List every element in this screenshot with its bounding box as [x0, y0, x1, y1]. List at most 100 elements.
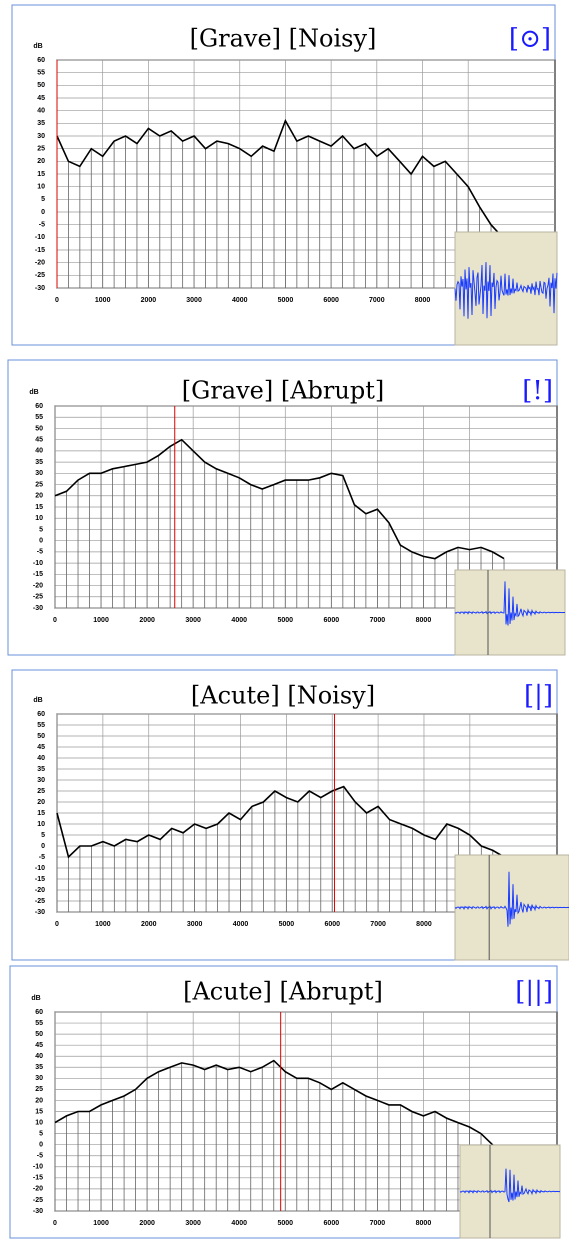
y-tick-label: 35 — [37, 120, 45, 127]
y-tick-label: -5 — [37, 1153, 43, 1160]
y-tick-label: 50 — [37, 733, 45, 740]
y-tick-label: 50 — [35, 1031, 43, 1038]
y-tick-label: -25 — [35, 898, 45, 905]
y-tick-label: 60 — [37, 711, 45, 718]
y-tick-label: 40 — [35, 1053, 43, 1060]
y-axis-label: dB — [33, 43, 42, 50]
y-tick-label: 10 — [37, 821, 45, 828]
x-tick-label: 5000 — [278, 297, 294, 304]
y-tick-label: 60 — [35, 1009, 43, 1016]
spectrum-panel: [Acute] [Noisy] [|]dB60555045403530252015… — [11, 669, 569, 961]
x-tick-label: 7000 — [369, 297, 385, 304]
y-tick-label: 30 — [35, 1075, 43, 1082]
y-tick-label: -20 — [33, 1186, 43, 1193]
x-tick-label: 3000 — [187, 921, 203, 928]
y-tick-label: 40 — [35, 448, 43, 455]
y-tick-label: 30 — [35, 470, 43, 477]
y-tick-label: 15 — [37, 171, 45, 178]
y-tick-label: 60 — [35, 403, 43, 410]
y-tick-label: 10 — [35, 515, 43, 522]
x-tick-label: 2000 — [139, 617, 155, 624]
y-tick-label: -15 — [35, 876, 45, 883]
waveform — [454, 581, 565, 626]
x-tick-label: 8000 — [416, 1220, 432, 1227]
chart-title: [Grave] [Abrupt] — [182, 377, 384, 405]
x-tick-label: 0 — [55, 921, 59, 928]
y-tick-label: -30 — [33, 605, 43, 612]
y-tick-label: -20 — [35, 887, 45, 894]
spectrum-line — [56, 785, 505, 859]
y-tick-label: 35 — [35, 1064, 43, 1071]
x-tick-label: 5000 — [277, 617, 293, 624]
y-tick-label: -20 — [33, 582, 43, 589]
x-tick-label: 6000 — [324, 617, 340, 624]
y-tick-label: 45 — [35, 437, 43, 444]
y-tick-label: 10 — [35, 1119, 43, 1126]
y-tick-label: -15 — [33, 571, 43, 578]
y-tick-label: 15 — [35, 504, 43, 511]
x-tick-label: 8000 — [415, 297, 431, 304]
x-tick-label: 4000 — [231, 617, 247, 624]
waveform — [454, 262, 558, 319]
x-tick-label: 2000 — [139, 1220, 155, 1227]
x-tick-label: 4000 — [232, 297, 248, 304]
y-tick-label: -5 — [39, 854, 45, 861]
y-tick-label: 20 — [37, 799, 45, 806]
y-tick-label: 5 — [41, 832, 45, 839]
y-tick-label: 0 — [39, 538, 43, 545]
y-tick-label: 45 — [37, 744, 45, 751]
y-tick-label: 45 — [35, 1042, 43, 1049]
x-tick-label: 2000 — [141, 921, 157, 928]
x-tick-label: 3000 — [185, 617, 201, 624]
y-tick-label: -30 — [35, 909, 45, 916]
y-tick-label: -5 — [37, 549, 43, 556]
spectrum-line — [56, 118, 504, 238]
y-tick-label: -25 — [33, 1197, 43, 1204]
y-tick-label: 20 — [35, 1097, 43, 1104]
x-tick-label: 0 — [55, 297, 59, 304]
x-tick-label: 6000 — [323, 297, 339, 304]
mode-symbol: [⊙] — [509, 24, 551, 54]
x-tick-label: 1000 — [95, 297, 111, 304]
x-tick-label: 3000 — [186, 297, 202, 304]
y-tick-label: 35 — [37, 766, 45, 773]
x-tick-label: 8000 — [416, 921, 432, 928]
y-tick-label: 0 — [39, 1142, 43, 1149]
x-tick-label: 7000 — [370, 617, 386, 624]
y-tick-label: 5 — [39, 526, 43, 533]
y-tick-label: 15 — [37, 810, 45, 817]
y-axis-label: dB — [29, 389, 38, 396]
waveform — [454, 871, 569, 927]
y-tick-label: 55 — [35, 414, 43, 421]
y-tick-label: -15 — [35, 247, 45, 254]
y-tick-label: 30 — [37, 777, 45, 784]
y-tick-label: -10 — [33, 560, 43, 567]
x-tick-label: 6000 — [324, 921, 340, 928]
y-tick-label: -30 — [33, 1208, 43, 1215]
y-tick-label: 55 — [35, 1020, 43, 1027]
y-tick-label: 40 — [37, 108, 45, 115]
x-tick-label: 7000 — [370, 1220, 386, 1227]
spectrum-panel: [Acute] [Abrupt] [||]dB605550454035302520… — [9, 965, 561, 1239]
y-tick-label: 55 — [37, 722, 45, 729]
y-tick-label: 15 — [35, 1108, 43, 1115]
y-tick-label: 5 — [39, 1130, 43, 1137]
y-tick-label: 60 — [37, 57, 45, 64]
y-tick-label: 45 — [37, 95, 45, 102]
waveform — [459, 1168, 561, 1203]
y-tick-label: 20 — [37, 158, 45, 165]
y-tick-label: 55 — [37, 70, 45, 77]
y-axis-label: dB — [31, 995, 40, 1002]
x-tick-label: 5000 — [279, 921, 295, 928]
chart-title: [Acute] [Abrupt] — [183, 978, 383, 1006]
y-tick-label: -10 — [33, 1164, 43, 1171]
y-tick-label: 0 — [41, 209, 45, 216]
x-tick-label: 8000 — [416, 617, 432, 624]
spectrum-line — [54, 438, 505, 560]
y-tick-label: -10 — [35, 234, 45, 241]
y-tick-label: 0 — [41, 843, 45, 850]
y-tick-label: -5 — [39, 222, 45, 229]
y-tick-label: -25 — [33, 594, 43, 601]
y-tick-label: 40 — [37, 755, 45, 762]
mode-symbol: [||] — [515, 977, 553, 1007]
